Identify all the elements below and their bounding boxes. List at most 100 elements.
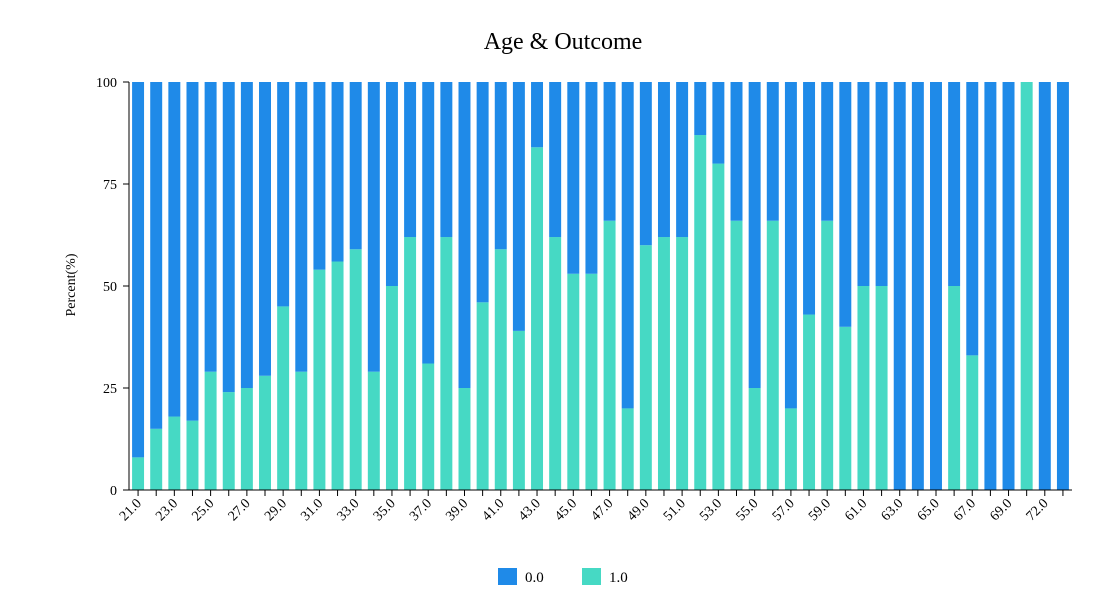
legend[interactable]: 0.0 1.0 — [498, 568, 628, 586]
bar-segment-0.0-25.0[interactable] — [204, 82, 217, 372]
bar-segment-1.0-39.0[interactable] — [458, 388, 471, 490]
bar-segment-1.0-35.0[interactable] — [385, 286, 398, 490]
bar-segment-1.0-27.0[interactable] — [240, 388, 253, 490]
bar-segment-1.0-53.0[interactable] — [712, 163, 725, 490]
bar-segment-0.0-65.0[interactable] — [930, 82, 942, 490]
bar-segment-0.0-45.0[interactable] — [567, 82, 580, 274]
legend-item-0.0[interactable]: 0.0 — [498, 568, 544, 586]
bar-segment-0.0-41.0[interactable] — [494, 82, 507, 250]
bar-segment-0.0-36.0[interactable] — [404, 82, 417, 238]
bar-segment-1.0-49.0[interactable] — [639, 245, 652, 490]
bar-segment-0.0-63.0[interactable] — [893, 82, 906, 490]
bar-segment-1.0-45.0[interactable] — [567, 273, 580, 490]
bar-segment-1.0-31.0[interactable] — [313, 269, 326, 490]
bar-segment-0.0-37.0[interactable] — [422, 82, 435, 364]
legend-item-1.0[interactable]: 1.0 — [582, 568, 628, 586]
bar-segment-1.0-66.0[interactable] — [948, 286, 961, 490]
bar-segment-0.0-46.0[interactable] — [585, 82, 598, 274]
bar-segment-1.0-21.0[interactable] — [132, 457, 145, 490]
bar-segment-1.0-28.0[interactable] — [259, 375, 271, 490]
bar-segment-1.0-44.0[interactable] — [549, 237, 562, 490]
bar-segment-1.0-46.0[interactable] — [585, 273, 598, 490]
bar-segment-0.0-51.0[interactable] — [676, 82, 689, 238]
bar-segment-1.0-47.0[interactable] — [603, 220, 616, 490]
bar-segment-0.0-47.0[interactable] — [603, 82, 616, 221]
bar-segment-0.0-29.0[interactable] — [277, 82, 290, 307]
bar-segment-1.0-56.0[interactable] — [766, 220, 779, 490]
bar-segment-1.0-59.0[interactable] — [821, 220, 834, 490]
bar-segment-0.0-52.0[interactable] — [694, 82, 707, 136]
bar-segment-1.0-23.0[interactable] — [168, 416, 181, 490]
bar-segment-1.0-38.0[interactable] — [440, 237, 453, 490]
bar-segment-1.0-50.0[interactable] — [657, 237, 670, 490]
bar-segment-1.0-57.0[interactable] — [784, 408, 797, 490]
bar-segment-1.0-58.0[interactable] — [803, 314, 816, 490]
bar-segment-0.0-72.0[interactable] — [1038, 82, 1051, 490]
bar-segment-0.0-56.0[interactable] — [766, 82, 779, 221]
bar-segment-1.0-30.0[interactable] — [295, 371, 308, 490]
bar-segment-0.0-38.0[interactable] — [440, 82, 453, 238]
bar-segment-0.0-50.0[interactable] — [657, 82, 670, 238]
bar-segment-1.0-42.0[interactable] — [512, 330, 525, 490]
bar-segment-0.0-81.0[interactable] — [1056, 82, 1069, 490]
bar-segment-0.0-43.0[interactable] — [531, 82, 544, 148]
bar-segment-0.0-60.0[interactable] — [839, 82, 852, 327]
bar-segment-0.0-26.0[interactable] — [222, 82, 235, 393]
bar-segment-1.0-70.0[interactable] — [1020, 82, 1033, 490]
bar-segment-0.0-33.0[interactable] — [349, 82, 362, 250]
bar-segment-1.0-52.0[interactable] — [694, 135, 707, 491]
bar-segment-1.0-37.0[interactable] — [422, 363, 435, 490]
bar-segment-0.0-57.0[interactable] — [784, 82, 797, 409]
bar-segment-0.0-44.0[interactable] — [549, 82, 562, 238]
bar-segment-0.0-67.0[interactable] — [966, 82, 979, 356]
bar-segment-0.0-58.0[interactable] — [803, 82, 816, 315]
bar-segment-0.0-40.0[interactable] — [476, 82, 489, 303]
bar-segment-1.0-41.0[interactable] — [494, 249, 507, 490]
bar-segment-0.0-28.0[interactable] — [259, 82, 271, 376]
bar-segment-0.0-68.0[interactable] — [984, 82, 997, 490]
bar-segment-1.0-26.0[interactable] — [222, 392, 235, 490]
bar-segment-0.0-53.0[interactable] — [712, 82, 725, 164]
bar-segment-0.0-49.0[interactable] — [639, 82, 652, 246]
bar-segment-0.0-22.0[interactable] — [150, 82, 163, 429]
bar-segment-1.0-22.0[interactable] — [150, 428, 163, 490]
bar-segment-0.0-30.0[interactable] — [295, 82, 308, 372]
bar-segment-1.0-54.0[interactable] — [730, 220, 743, 490]
bar-segment-1.0-34.0[interactable] — [367, 371, 380, 490]
bar-segment-0.0-66.0[interactable] — [948, 82, 961, 286]
bar-segment-0.0-31.0[interactable] — [313, 82, 326, 270]
bar-segment-0.0-32.0[interactable] — [331, 82, 344, 262]
bar-segment-1.0-40.0[interactable] — [476, 302, 489, 490]
bar-segment-0.0-21.0[interactable] — [132, 82, 145, 458]
bar-segment-0.0-34.0[interactable] — [367, 82, 380, 372]
bar-segment-1.0-29.0[interactable] — [277, 306, 290, 490]
bar-segment-0.0-42.0[interactable] — [512, 82, 525, 331]
bar-segment-0.0-69.0[interactable] — [1002, 82, 1015, 490]
bar-segment-1.0-24.0[interactable] — [186, 420, 199, 490]
bar-segment-1.0-48.0[interactable] — [621, 408, 634, 490]
bar-segment-0.0-59.0[interactable] — [821, 82, 834, 221]
bar-segment-0.0-54.0[interactable] — [730, 82, 743, 221]
legend-swatch — [582, 568, 601, 585]
bar-segment-0.0-35.0[interactable] — [385, 82, 398, 286]
bar-segment-1.0-43.0[interactable] — [531, 147, 544, 490]
bar-segment-0.0-24.0[interactable] — [186, 82, 199, 421]
bar-segment-1.0-33.0[interactable] — [349, 249, 362, 490]
bar-segment-0.0-39.0[interactable] — [458, 82, 471, 388]
bar-segment-0.0-48.0[interactable] — [621, 82, 634, 409]
bar-segment-1.0-67.0[interactable] — [966, 355, 979, 490]
bar-segment-1.0-60.0[interactable] — [839, 326, 852, 490]
bar-segment-1.0-36.0[interactable] — [404, 237, 417, 490]
bar-segment-1.0-51.0[interactable] — [676, 237, 689, 490]
bar-segment-1.0-25.0[interactable] — [204, 371, 217, 490]
bar-segment-1.0-55.0[interactable] — [748, 388, 761, 490]
bar-segment-0.0-62.0[interactable] — [875, 82, 888, 286]
bar-segment-0.0-23.0[interactable] — [168, 82, 181, 417]
bar-segment-1.0-61.0[interactable] — [857, 286, 870, 490]
bar-segment-1.0-32.0[interactable] — [331, 261, 344, 490]
bar-segment-0.0-27.0[interactable] — [240, 82, 253, 388]
bar-segment-0.0-61.0[interactable] — [857, 82, 870, 286]
bar-segment-0.0-64.0[interactable] — [911, 82, 924, 490]
bar-segment-0.0-55.0[interactable] — [748, 82, 761, 388]
bar-segment-1.0-62.0[interactable] — [875, 286, 888, 490]
